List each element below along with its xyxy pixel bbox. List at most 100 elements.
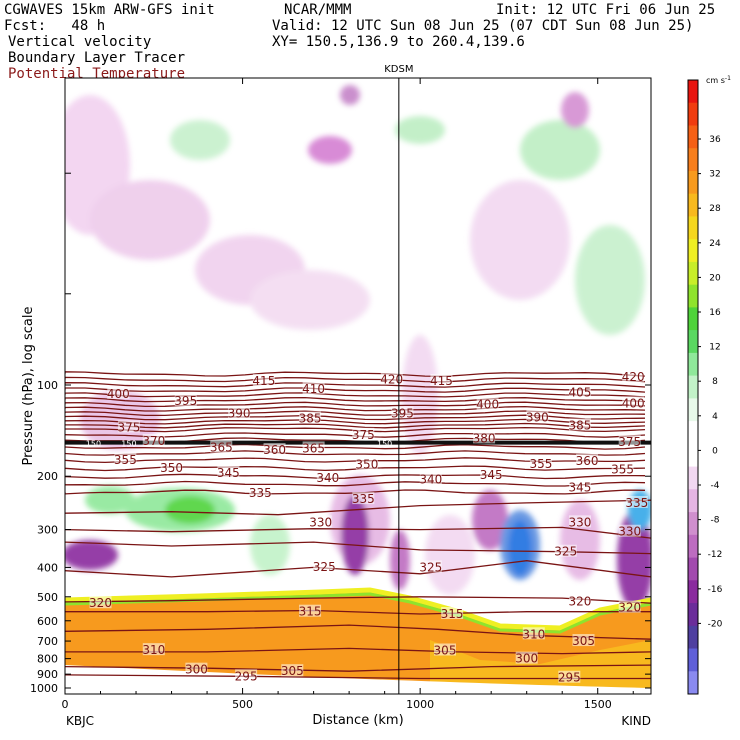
- theta-label-bg: [430, 373, 453, 386]
- theta-label: 360: [263, 443, 286, 457]
- theta-label: 150: [377, 440, 392, 449]
- model-title: CGWAVES 15km ARW-GFS init: [4, 2, 215, 18]
- plot-frame: [64, 77, 652, 695]
- forecast-hour: Fcst: 48 h: [4, 18, 106, 34]
- colorbar-swatch: [688, 307, 698, 331]
- theta-label: 415: [430, 374, 453, 388]
- colorbar-swatch: [688, 625, 698, 649]
- theta-label: 365: [210, 441, 233, 455]
- theta-label-bg: [515, 651, 538, 664]
- theta-label: 300: [185, 663, 208, 677]
- theta-label: 315: [441, 607, 464, 621]
- theta-label-bg: [281, 664, 304, 677]
- colorbar-tick-label: -4: [711, 481, 720, 491]
- theta-contour: [65, 465, 646, 472]
- theta-label-bg: [554, 544, 577, 557]
- colorbar-swatch: [688, 557, 698, 581]
- colorbar-swatch: [688, 534, 698, 558]
- theta-contour: [65, 480, 646, 487]
- theta-label-bg: [142, 433, 165, 446]
- theta-label: 295: [235, 669, 258, 683]
- valid-time: Valid: 12 UTC Sun 08 Jun 25 (07 CDT Sun …: [272, 18, 694, 34]
- field-vertical-velocity: Vertical velocity: [8, 34, 152, 50]
- theta-label-bg: [228, 406, 251, 419]
- theta-label-bg: [142, 643, 165, 656]
- cross-section-endpoints: XY= 150.5,136.9 to 260.4,139.6: [272, 34, 525, 50]
- theta-label-bg: [117, 420, 140, 433]
- field-bl-tracer: Boundary Layer Tracer: [8, 50, 186, 66]
- theta-label: 330: [618, 525, 641, 539]
- colorbar-swatch: [688, 421, 698, 445]
- theta-label: 380: [473, 431, 496, 445]
- colorbar-swatch: [688, 671, 698, 695]
- theta-contour: [65, 473, 646, 480]
- theta-label: 150: [86, 440, 101, 449]
- colorbar-swatch: [688, 489, 698, 513]
- x-tick-label: 0: [62, 698, 69, 711]
- theta-label-bg: [352, 427, 375, 440]
- theta-label-bg: [441, 607, 464, 620]
- y-tick-label: 900: [37, 668, 58, 681]
- theta-contour: [65, 401, 646, 408]
- colorbar-swatch: [688, 80, 698, 104]
- colorbar-tick-label: 28: [709, 204, 721, 214]
- x-tick-label: 500: [232, 698, 253, 711]
- theta-label: 385: [569, 418, 592, 432]
- theta-label: 360: [576, 454, 599, 468]
- theta-label: 300: [515, 652, 538, 666]
- y-tick-label: 800: [37, 653, 58, 666]
- theta-label: 355: [611, 462, 634, 476]
- theta-label: 420: [622, 370, 645, 384]
- theta-label-bg: [217, 465, 240, 478]
- theta-label: 345: [217, 466, 240, 480]
- init-time: Init: 12 UTC Fri 06 Jun 25: [496, 2, 716, 18]
- x-tick-label: 1000: [406, 698, 434, 711]
- x-axis: 0 500 1000 1500: [62, 78, 634, 711]
- theta-contour: [65, 609, 651, 615]
- theta-label-bg: [174, 394, 197, 407]
- colorbar-frame: [687, 79, 699, 695]
- y-tick-label: 300: [37, 524, 58, 537]
- theta-label: 325: [419, 560, 442, 574]
- theta-label-bg: [568, 480, 591, 493]
- colorbar-tick-label: 20: [709, 273, 721, 283]
- theta-label-bg: [380, 372, 403, 385]
- y-tick-label: 200: [37, 470, 58, 483]
- colorbar-tick-label: -16: [708, 585, 723, 595]
- theta-label: 375: [117, 420, 140, 434]
- theta-label-bg: [391, 406, 414, 419]
- theta-label-bg: [299, 411, 322, 424]
- theta-label-bg: [302, 441, 325, 454]
- theta-label-bg: [252, 373, 275, 386]
- plot-area: 420 415 415 420 410 400 405 395 400 400 390 385 395 3…: [65, 78, 651, 694]
- theta-label: 340: [316, 471, 339, 485]
- colorbar-unit: cm s-1: [706, 75, 731, 85]
- theta-label: 340: [419, 472, 442, 486]
- theta-label: 365: [302, 441, 325, 455]
- theta-label-bg: [522, 627, 545, 640]
- theta-label: 295: [558, 671, 581, 685]
- theta-contour: [65, 405, 646, 412]
- colorbar-tick-label: -8: [711, 516, 720, 526]
- y-tick-label: 600: [37, 615, 58, 628]
- colorbar-swatch: [688, 352, 698, 377]
- theta-contour: [65, 376, 646, 383]
- theta-contour: [65, 392, 646, 398]
- theta-label: 390: [526, 410, 549, 424]
- theta-label: 355: [529, 457, 552, 471]
- colorbar-swatch: [688, 125, 698, 149]
- colorbar-tick-label: 36: [709, 135, 721, 145]
- theta-label-bg: [316, 471, 339, 484]
- theta-label-bg: [107, 386, 130, 399]
- theta-label-bg: [263, 443, 286, 456]
- theta-label-bg: [185, 662, 208, 675]
- theta-label-bg: [568, 515, 591, 528]
- colorbar-swatch: [688, 466, 698, 490]
- theta-label: 320: [618, 601, 641, 615]
- theta-label-bg: [622, 396, 645, 409]
- theta-contour: [65, 382, 646, 388]
- colorbar: 36 32 28 24 20 16 12 8 4 0 -4 -8 -12 -16 -20: [687, 79, 723, 695]
- theta-label: 350: [160, 461, 183, 475]
- theta-contour: [65, 499, 651, 516]
- colorbar-swatch: [688, 171, 698, 195]
